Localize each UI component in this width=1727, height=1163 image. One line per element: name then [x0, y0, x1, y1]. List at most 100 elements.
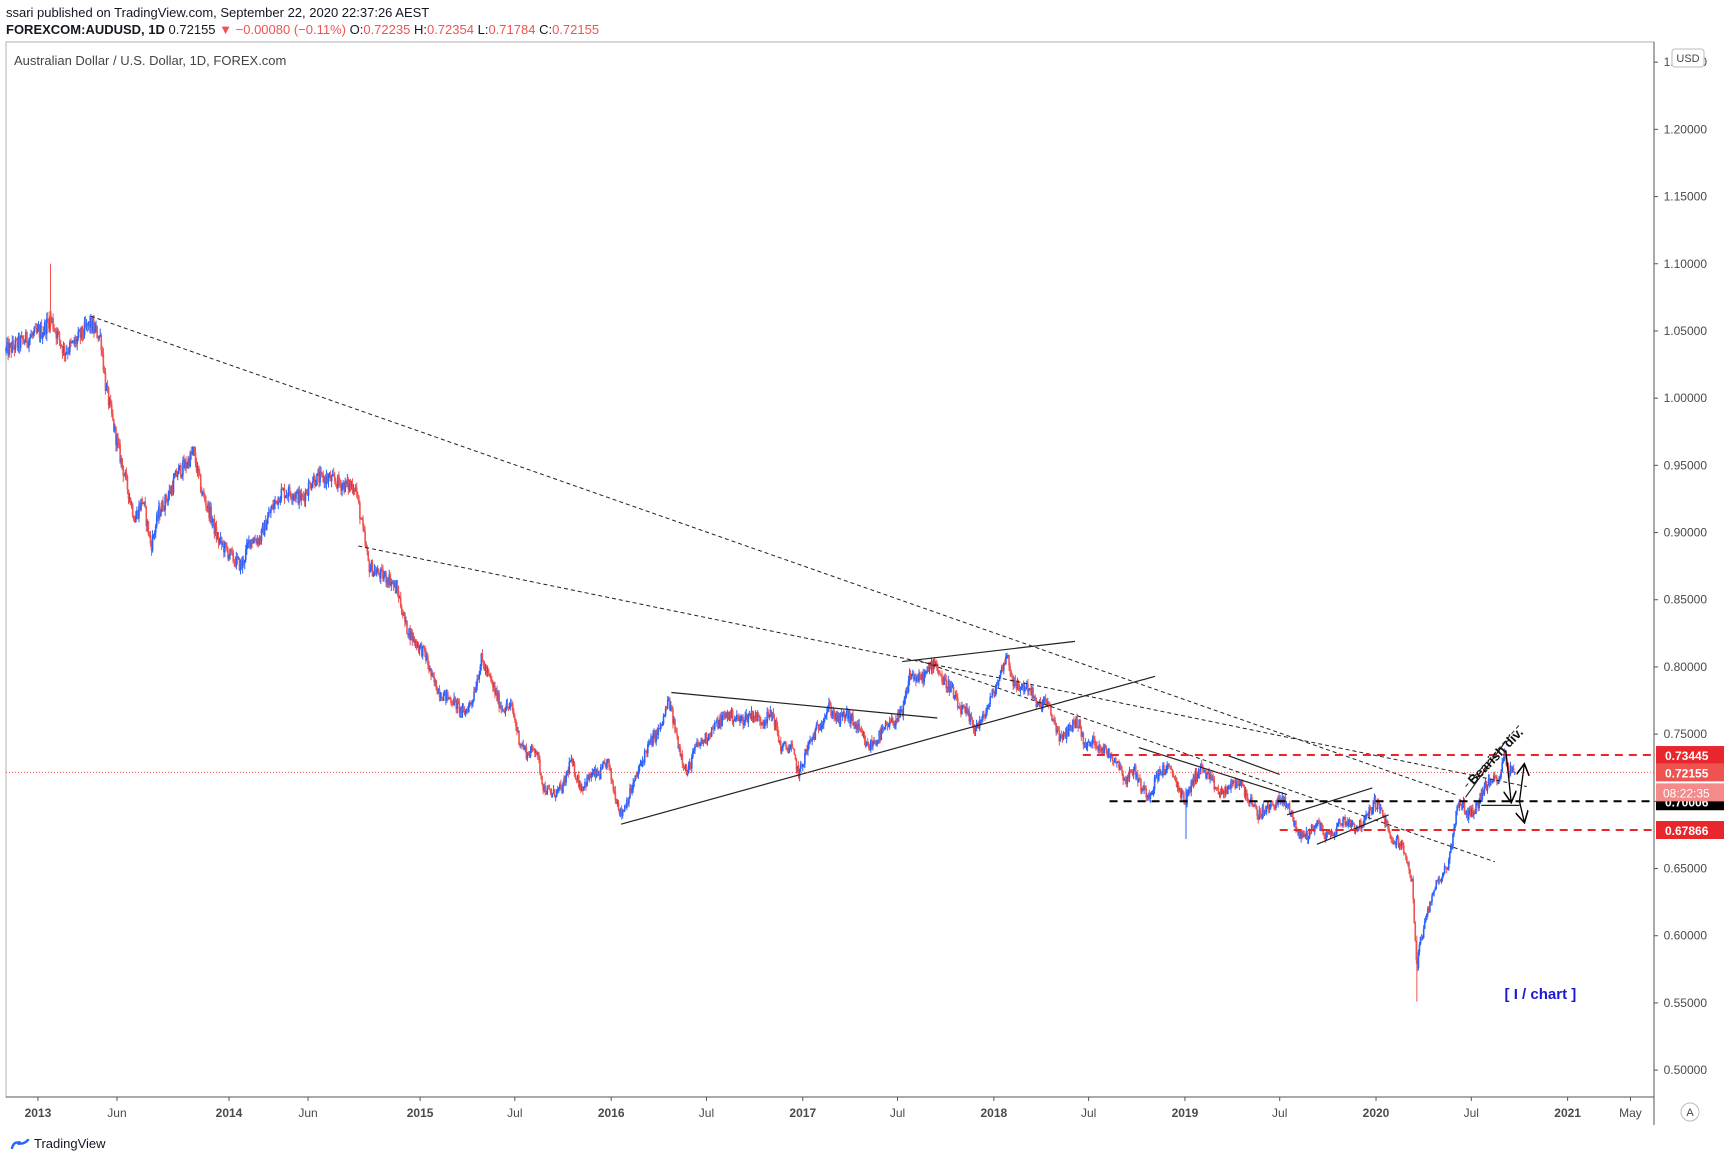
candle-body [142, 502, 144, 504]
candle-body [1371, 811, 1374, 814]
candle-body [1397, 838, 1400, 848]
candle-body [1295, 820, 1297, 832]
x-tick-label: Jul [507, 1106, 522, 1120]
candle-body [1146, 796, 1149, 798]
candle-body [771, 712, 774, 718]
candle-body [1057, 729, 1060, 731]
candle-body [952, 686, 955, 699]
candle-body [336, 483, 338, 489]
candle-body [769, 710, 772, 715]
candle-body [434, 680, 437, 683]
candle-body [743, 722, 745, 725]
candle-body [46, 318, 48, 334]
candle-body [114, 426, 116, 432]
candle-body [738, 717, 740, 721]
candle-body [224, 542, 226, 553]
candle-body [305, 491, 308, 494]
candle-body [105, 385, 108, 391]
candle-body [1246, 797, 1249, 802]
candle-body [759, 716, 761, 722]
candle-body [1027, 683, 1029, 692]
candle-body [243, 559, 246, 564]
candle-body [1100, 748, 1102, 752]
candle-body [1102, 748, 1105, 754]
candle-body [438, 689, 441, 698]
trendline [1286, 787, 1373, 816]
candle-body [681, 754, 684, 764]
candle-body [101, 350, 104, 354]
candle-body [177, 466, 180, 475]
candle-body [1107, 752, 1110, 757]
candle-body [1285, 804, 1288, 807]
candle-body [1073, 719, 1075, 725]
candle-body [1348, 820, 1351, 823]
candle-body [903, 698, 906, 706]
candle-body [1396, 838, 1399, 840]
candle-body [1442, 873, 1445, 876]
candle-body [1099, 744, 1101, 749]
candle-body [307, 482, 310, 496]
candle-body [263, 520, 266, 536]
candle-body [188, 458, 191, 467]
candle-body [597, 774, 600, 776]
candle-body [87, 321, 90, 326]
candle-body [750, 710, 753, 719]
candle-body [1155, 773, 1158, 778]
candle-body [960, 709, 962, 715]
candle-body [218, 540, 221, 543]
candle-body [313, 476, 315, 482]
candle-body [368, 560, 371, 573]
ohlc-high: 0.72354 [426, 22, 474, 37]
candle-body [974, 728, 977, 732]
candle-body [647, 744, 649, 754]
direction-arrow [1506, 750, 1511, 801]
candle-body [596, 769, 599, 775]
candle-body [306, 493, 309, 496]
candle-body [344, 480, 347, 493]
candle-body [664, 708, 667, 715]
candle-body [451, 703, 453, 705]
candle-body [1305, 831, 1308, 836]
candle-body [303, 496, 306, 502]
candle-body [409, 628, 411, 641]
candle-body [1064, 732, 1067, 739]
candle-body [1352, 822, 1355, 825]
candle-body [376, 569, 379, 573]
candle-body [18, 335, 21, 348]
candle-body [417, 644, 420, 651]
candle-body [1353, 824, 1356, 832]
candle-body [688, 762, 691, 765]
candle-body [1449, 852, 1451, 860]
ohlc-high-label: H: [413, 22, 427, 37]
candle-body [1278, 797, 1280, 803]
countdown-label-bg [1656, 783, 1724, 802]
candle-body [643, 750, 646, 763]
candle-body [147, 521, 150, 535]
candle-body [391, 582, 394, 584]
candle-body [1209, 774, 1211, 780]
candle-body [496, 690, 498, 701]
candle-body [439, 696, 442, 698]
candle-body [707, 734, 710, 741]
candle-body [448, 697, 450, 699]
candle-body [85, 323, 88, 327]
candle-body [466, 709, 469, 713]
candle-body [1511, 768, 1514, 773]
candle-body [1349, 820, 1352, 827]
candle-body [667, 698, 670, 700]
candle-body [207, 503, 209, 509]
candle-body [617, 802, 620, 810]
candle-body [325, 475, 328, 485]
candle-body [300, 494, 303, 501]
candle-body [984, 715, 986, 718]
candle-body [1167, 764, 1169, 766]
candle-body [1222, 790, 1225, 794]
candle-body [393, 582, 396, 586]
candle-body [901, 709, 904, 716]
candle-body [674, 719, 676, 732]
candle-body [1379, 808, 1382, 810]
candle-body [723, 715, 726, 717]
candle-body [194, 452, 197, 464]
candle-body [206, 506, 208, 509]
